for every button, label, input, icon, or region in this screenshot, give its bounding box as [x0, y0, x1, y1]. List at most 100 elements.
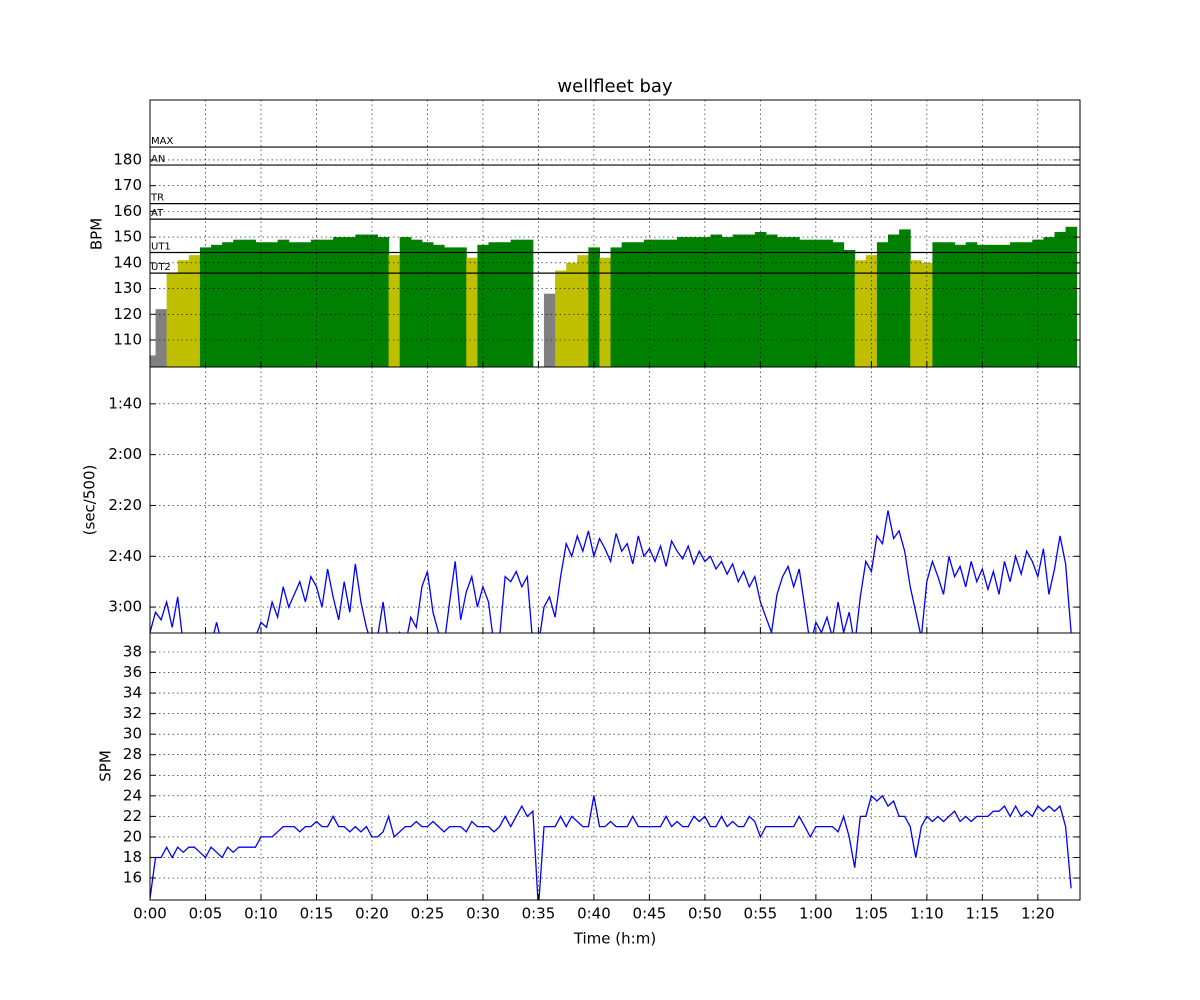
x-tick-label: 0:10: [244, 905, 278, 923]
hr-bar: [333, 237, 345, 367]
y-tick-label: 28: [123, 745, 142, 763]
y-tick-label: 1:40: [108, 394, 142, 412]
hr-bar: [821, 239, 834, 367]
hr-bar: [899, 229, 911, 367]
hr-bar: [943, 242, 956, 367]
hr-bar: [399, 237, 412, 367]
hr-bar: [599, 257, 612, 367]
plot-area: [150, 226, 1078, 367]
y-tick-label: 30: [123, 725, 142, 743]
hr-bar: [410, 239, 423, 367]
hr-bar: [921, 262, 933, 367]
y-tick-label: 20: [123, 827, 142, 845]
hr-bar: [222, 242, 234, 367]
hr-bar: [455, 247, 467, 367]
hr-bar: [421, 242, 434, 367]
y-tick-label: 32: [123, 704, 142, 722]
hr-bar: [211, 244, 223, 367]
y-tick-label: 22: [123, 807, 142, 825]
hr-bar: [155, 309, 168, 367]
hr-bar: [965, 242, 978, 367]
hr-bar: [788, 237, 800, 367]
y-axis-label: BPM: [88, 218, 106, 250]
hr-bar: [266, 242, 279, 367]
hr-bar: [521, 239, 534, 367]
hr-bar: [366, 234, 379, 367]
hr-bar: [865, 255, 878, 367]
axes-frame: [149, 632, 1081, 901]
hr-bar: [732, 234, 745, 367]
y-tick-label: 2:00: [108, 445, 142, 463]
hr-bar: [666, 239, 678, 367]
hr-bar: [344, 237, 356, 367]
y-tick-label: 24: [123, 786, 142, 804]
y-tick-label: 34: [123, 684, 142, 702]
x-tick-label: 1:05: [855, 905, 889, 923]
hr-bar: [699, 237, 711, 367]
hr-bar: [499, 242, 512, 367]
hr-bar: [322, 239, 334, 367]
y-axis-label: SPM: [97, 750, 115, 782]
x-tick-label: 0:45: [633, 905, 667, 923]
hr-bar: [577, 255, 589, 367]
hr-bar: [432, 244, 445, 367]
y-tick-label: 160: [113, 202, 142, 220]
hr-bar: [355, 234, 367, 367]
x-tick-label: 1:20: [1021, 905, 1055, 923]
hr-bar: [244, 239, 256, 367]
hr-bar: [777, 237, 789, 367]
y-tick-label: 130: [113, 279, 142, 297]
x-tick-label: 0:50: [688, 905, 722, 923]
hr-bar: [150, 355, 157, 367]
x-tick-label: 1:00: [799, 905, 833, 923]
hr-bar: [555, 270, 567, 367]
hr-bar: [998, 244, 1011, 367]
hr-bar: [543, 293, 556, 367]
hr-bar: [677, 237, 689, 367]
hr-bar: [721, 237, 734, 367]
hr-bar: [299, 242, 312, 367]
hr-bar: [288, 242, 301, 367]
plot-area: [150, 510, 1072, 633]
y-tick-label: 38: [123, 643, 142, 661]
y-tick-label: 2:20: [108, 496, 142, 514]
hr-bar: [976, 244, 989, 367]
hr-bar: [1021, 242, 1033, 367]
y-tick-label: 18: [123, 848, 142, 866]
zone-label: UT2: [151, 262, 171, 273]
zone-label: UT1: [151, 242, 171, 253]
hr-bar: [444, 247, 456, 367]
x-tick-label: 1:10: [910, 905, 944, 923]
x-tick-label: 0:00: [133, 905, 167, 923]
x-tick-label: 0:05: [189, 905, 223, 923]
hr-bar: [888, 234, 900, 367]
y-tick-label: 16: [123, 869, 142, 887]
x-axis-label: Time (h:m): [573, 930, 656, 948]
hr-bar: [654, 239, 667, 367]
hr-bar: [799, 239, 811, 367]
y-axis-label: (sec/500): [81, 465, 99, 536]
x-tick-label: 0:30: [466, 905, 500, 923]
hr-bar: [510, 239, 523, 367]
hr-bar: [566, 262, 578, 367]
hr-bar: [255, 242, 268, 367]
hr-bar: [854, 260, 867, 367]
y-tick-label: 3:00: [108, 598, 142, 616]
hr-bar: [710, 234, 723, 367]
zone-label: AT: [151, 208, 164, 219]
y-tick-label: 26: [123, 766, 142, 784]
hr-bar: [1054, 231, 1067, 367]
x-tick-label: 0:20: [355, 905, 389, 923]
x-tick-label: 0:35: [522, 905, 556, 923]
y-tick-label: 140: [113, 253, 142, 271]
hr-bar: [166, 273, 179, 367]
hr-bar: [477, 244, 489, 367]
hr-bar: [488, 242, 501, 367]
data-line: [150, 794, 1072, 900]
hr-bar: [632, 242, 645, 367]
hr-bar: [377, 237, 390, 367]
hr-bar: [910, 260, 922, 367]
zone-label: TR: [150, 193, 164, 204]
